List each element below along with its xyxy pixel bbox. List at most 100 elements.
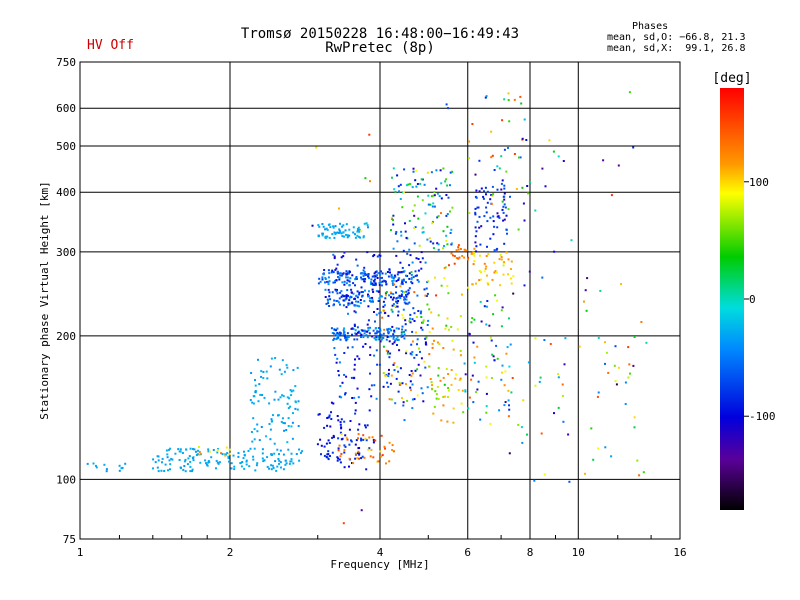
data-point	[216, 461, 219, 464]
data-point	[348, 284, 351, 287]
data-point	[345, 282, 348, 285]
data-point	[408, 272, 411, 275]
data-point	[357, 450, 360, 453]
data-point	[327, 223, 330, 226]
data-point	[345, 276, 348, 279]
data-point	[485, 405, 488, 408]
data-point	[426, 303, 429, 306]
data-point	[356, 264, 359, 267]
data-point	[86, 462, 89, 465]
data-point	[269, 438, 272, 441]
data-point	[480, 320, 483, 323]
data-point	[343, 352, 346, 354]
data-point	[169, 447, 172, 450]
data-point	[492, 220, 495, 223]
data-point	[503, 404, 506, 407]
data-point	[399, 198, 402, 200]
data-point	[163, 470, 166, 472]
data-point	[557, 155, 560, 158]
data-point	[472, 401, 475, 404]
data-point	[391, 310, 394, 313]
data-point	[388, 356, 391, 359]
data-point	[360, 457, 363, 460]
data-point	[400, 234, 403, 237]
data-point	[349, 277, 352, 280]
data-point	[602, 159, 605, 162]
data-point	[373, 275, 376, 277]
data-point	[337, 370, 340, 372]
data-point	[352, 462, 355, 465]
data-point	[475, 245, 478, 248]
data-point	[250, 372, 253, 374]
data-point	[380, 295, 383, 298]
data-point	[421, 321, 424, 324]
data-point	[361, 329, 364, 332]
data-point	[343, 280, 346, 283]
data-point	[208, 450, 211, 453]
data-point	[184, 470, 187, 473]
data-point	[332, 339, 335, 341]
data-point	[445, 103, 448, 106]
data-point	[343, 283, 346, 286]
data-point	[265, 435, 268, 438]
data-point	[416, 394, 419, 397]
data-point	[489, 198, 492, 201]
data-point	[268, 402, 271, 405]
data-point	[479, 254, 481, 257]
data-point	[374, 278, 376, 281]
data-point	[178, 459, 181, 461]
data-point	[502, 219, 505, 222]
data-point	[286, 366, 289, 369]
data-point	[502, 211, 505, 214]
data-point	[285, 462, 288, 465]
data-point	[357, 437, 359, 440]
data-point	[617, 164, 620, 167]
data-point	[457, 244, 460, 247]
data-point	[316, 443, 319, 446]
data-point	[562, 160, 565, 162]
data-point	[496, 299, 499, 302]
data-point	[636, 459, 639, 462]
data-point	[411, 372, 414, 375]
data-point	[362, 278, 365, 281]
data-point	[365, 439, 368, 442]
data-point	[254, 379, 256, 382]
data-point	[363, 332, 366, 335]
data-point	[215, 467, 217, 470]
y-axis-label: Stationary phase Virtual Height [km]	[38, 181, 51, 419]
data-point	[461, 293, 463, 296]
data-point	[368, 133, 371, 136]
data-point	[184, 458, 187, 461]
data-point	[410, 374, 413, 377]
data-point	[382, 309, 385, 312]
data-point	[379, 273, 381, 276]
data-point	[521, 186, 524, 189]
data-point	[320, 444, 323, 447]
data-point	[354, 233, 356, 236]
data-point	[345, 273, 348, 276]
data-point	[321, 276, 324, 279]
data-point	[415, 354, 418, 356]
data-point	[491, 185, 494, 188]
data-point	[278, 462, 280, 465]
data-point	[343, 451, 346, 454]
data-point	[338, 444, 341, 447]
data-point	[335, 338, 338, 341]
data-point	[282, 468, 285, 471]
data-point	[382, 372, 385, 374]
data-point	[353, 325, 356, 327]
data-point	[253, 395, 256, 398]
data-point	[500, 378, 503, 381]
data-point	[355, 258, 358, 261]
data-point	[329, 226, 332, 229]
data-point	[386, 352, 389, 355]
data-point	[518, 156, 520, 159]
data-point	[628, 91, 631, 94]
data-point	[436, 216, 439, 219]
data-point	[344, 434, 347, 437]
data-point	[449, 232, 452, 234]
data-point	[502, 273, 505, 276]
data-point	[486, 190, 489, 193]
data-point	[447, 196, 450, 199]
data-point	[438, 195, 441, 198]
